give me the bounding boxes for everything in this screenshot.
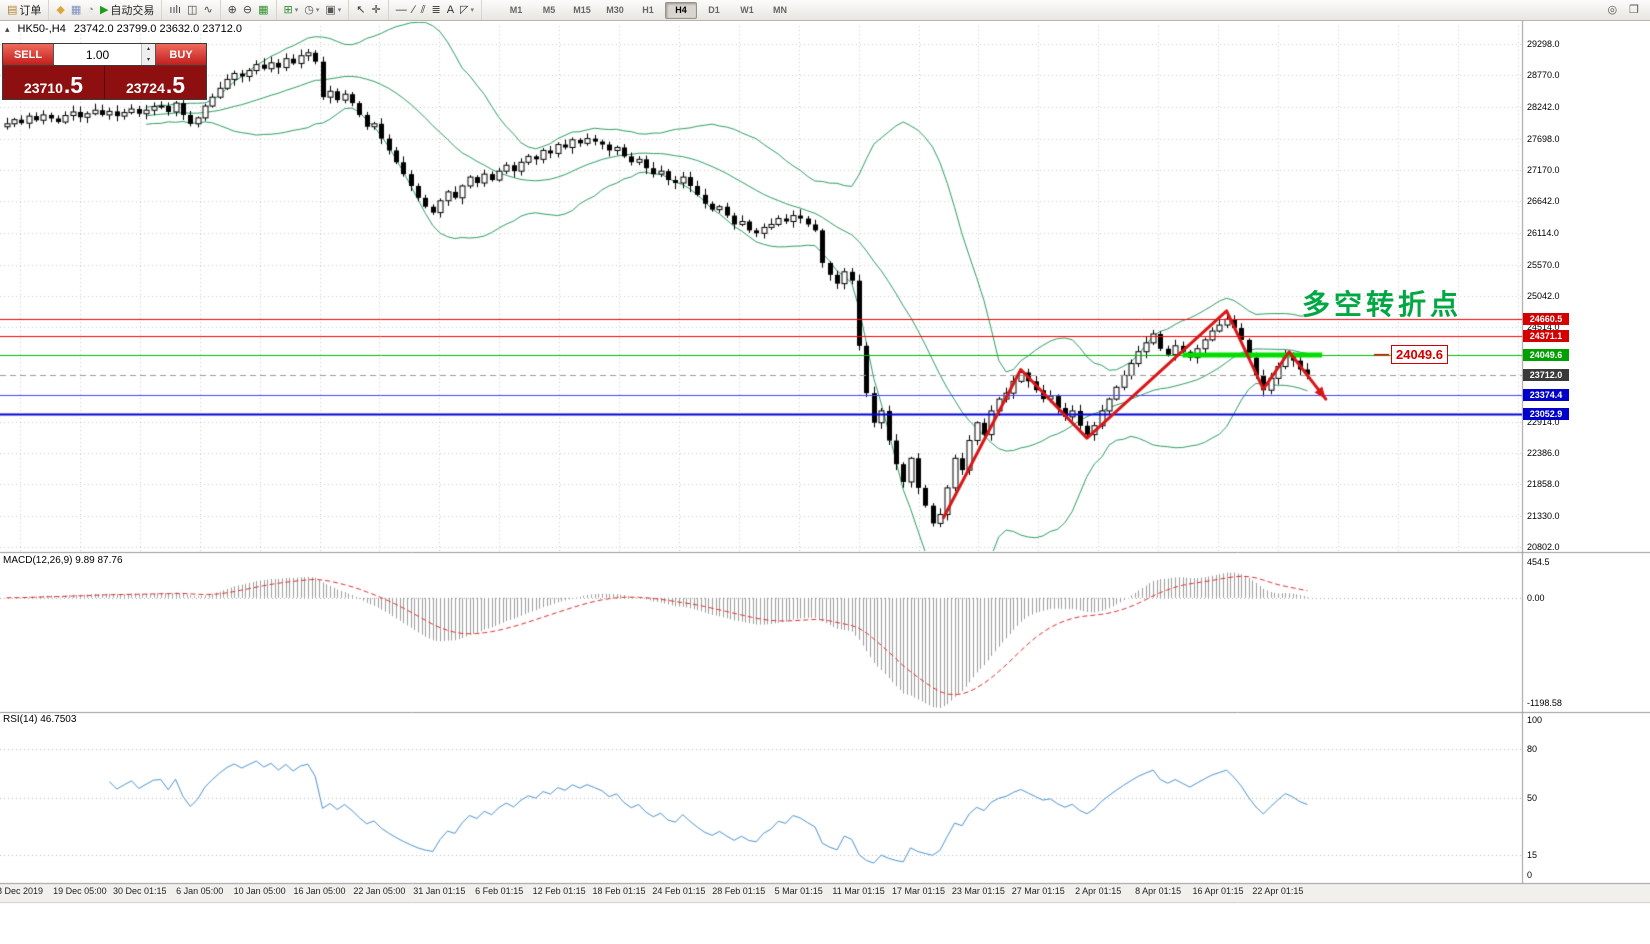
arrow-tools-button[interactable]: ◸ ▾: [457, 1, 477, 19]
horizontal-line-icon: ―: [395, 4, 407, 16]
text-button[interactable]: A: [444, 1, 457, 19]
period-clock-icon: ◷: [304, 4, 314, 16]
symbol-ohlc: 23742.0 23799.0 23632.0 23712.0: [73, 23, 243, 35]
buy-price-int: 23724: [125, 79, 165, 96]
equidistant-channel-button[interactable]: ⫽: [418, 1, 429, 19]
trendline-icon: ∕: [412, 4, 415, 16]
timeframe-d1[interactable]: D1: [708, 4, 720, 15]
gold-chart-icon: ◆: [56, 4, 65, 16]
new-chart-button[interactable]: ⊞ ▾: [281, 1, 302, 19]
search-button[interactable]: ◎: [1605, 1, 1621, 19]
toolbar-group: ― ∕ ⫽ ≣ A ◸ ▾: [389, 0, 483, 20]
gold-chart-button[interactable]: ◆: [53, 1, 67, 19]
volume-up-icon[interactable]: ▴: [142, 44, 155, 55]
toolbar-group: ◆ ▦ ◔ ▶ 自动交易: [49, 0, 163, 20]
market-watch-button[interactable]: ▦: [68, 1, 84, 19]
sell-price-frac: .5: [63, 72, 84, 99]
market-watch-icon: ▦: [70, 4, 82, 16]
template-icon: ▣: [325, 4, 336, 16]
grid-button[interactable]: ▦: [255, 1, 271, 19]
fibonacci-button[interactable]: ≣: [428, 1, 443, 19]
toolbar-group: ↖ ✛: [349, 0, 389, 20]
line-chart-button[interactable]: ∿: [200, 1, 215, 19]
sell-price: 23710 .5: [3, 66, 105, 99]
arrow-tools-caret-icon: ▾: [470, 7, 475, 14]
zoom-out-button[interactable]: ⊖: [240, 1, 255, 19]
timeframe-h1[interactable]: H1: [642, 4, 654, 15]
timeframe-h4[interactable]: H4: [665, 1, 698, 19]
toolbar-group: ⊕ ⊖ ▦: [221, 0, 277, 20]
fibonacci-icon: ≣: [431, 4, 441, 16]
autotrading-icon: ▶: [99, 4, 109, 16]
horizontal-line-button[interactable]: ―: [393, 1, 410, 19]
period-clock-caret-icon: ▾: [315, 7, 320, 14]
bar-chart-icon: ıılı: [169, 4, 182, 16]
new-order-icon: ▤: [7, 4, 18, 16]
candlestick-chart-button[interactable]: ◫: [184, 1, 200, 19]
candlestick-chart-icon: ◫: [187, 4, 198, 16]
line-chart-icon: ∿: [203, 4, 213, 16]
bar-chart-button[interactable]: ıılı: [166, 1, 184, 19]
equidistant-channel-icon: ⫽: [420, 4, 426, 16]
sell-price-int: 23710: [23, 79, 63, 96]
timeframe-m5[interactable]: M5: [542, 4, 556, 15]
text-icon: A: [446, 4, 455, 16]
panel-collapse-icon[interactable]: ▴: [5, 23, 10, 34]
buy-price: 23724 .5: [105, 66, 206, 99]
template-caret-icon: ▾: [337, 7, 342, 14]
volume-down-icon[interactable]: ▾: [142, 54, 155, 65]
sell-button[interactable]: SELL: [3, 44, 53, 65]
timeframe-mn[interactable]: MN: [773, 4, 788, 15]
timeframe-m30[interactable]: M30: [606, 4, 624, 15]
toolbar-groups: ▤ 订单 ◆ ▦ ◔ ▶ 自动交易 ıılı ◫ ∿ ⊕ ⊖ ▦ ⊞ ▾ ◷ ▾ ▣ ▾ ↖ ✛ ― ∕ ⫽ ≣ A ◸ ▾: [0, 0, 483, 20]
navigator-button[interactable]: ◔: [84, 1, 97, 19]
volume-input[interactable]: [54, 44, 141, 65]
price-callout: 24049.6: [1391, 345, 1448, 364]
toolbar: ▤ 订单 ◆ ▦ ◔ ▶ 自动交易 ıılı ◫ ∿ ⊕ ⊖ ▦ ⊞ ▾ ◷ ▾ ▣ ▾ ↖ ✛ ― ∕ ⫽ ≣ A ◸ ▾ M1 M5…: [0, 0, 1650, 21]
toolbar-group: ▤ 订单: [0, 0, 50, 20]
crosshair-button[interactable]: ✛: [369, 1, 384, 19]
volume-spinner[interactable]: ▴ ▾: [141, 44, 155, 65]
cursor-icon: ↖: [356, 4, 366, 16]
zoom-in-icon: ⊕: [227, 4, 237, 16]
toolbar-group: ıılı ◫ ∿: [162, 0, 221, 20]
trendline-button[interactable]: ∕: [410, 1, 418, 19]
grid-icon: ▦: [258, 4, 269, 16]
template-button[interactable]: ▣ ▾: [322, 1, 344, 19]
symbol-title: HK50-,H4: [17, 23, 66, 35]
new-chart-icon: ⊞: [283, 4, 293, 16]
zoom-in-button[interactable]: ⊕: [225, 1, 240, 19]
buy-price-frac: .5: [165, 72, 186, 99]
autotrading-button[interactable]: ▶ 自动交易: [97, 1, 157, 19]
navigator-icon: ◔: [87, 4, 94, 16]
search-icon: ◎: [1607, 4, 1618, 16]
crosshair-icon: ✛: [371, 4, 381, 16]
timeframe-m1[interactable]: M1: [509, 4, 523, 15]
symbol-header: ▴ HK50-,H4 23742.0 23799.0 23632.0 23712…: [5, 23, 242, 35]
rsi-header: RSI(14) 46.7503: [3, 714, 77, 725]
toolbar-group: ⊞ ▾ ◷ ▾ ▣ ▾: [277, 0, 350, 20]
timeframe-w1[interactable]: W1: [740, 4, 754, 15]
buy-button[interactable]: BUY: [156, 44, 206, 65]
arrow-tools-icon: ◸: [460, 4, 469, 16]
zoom-out-icon: ⊖: [242, 4, 253, 16]
period-clock-button[interactable]: ◷ ▾: [301, 1, 322, 19]
timeframe-m15[interactable]: M15: [573, 4, 591, 15]
turning-point-annotation: 多空转折点: [1302, 288, 1463, 321]
volume-box: ▴ ▾: [53, 44, 156, 65]
one-click-trading-panel: SELL ▴ ▾ BUY 23710 .5 23724 .5: [2, 43, 207, 100]
autotrading-label: 自动交易: [110, 5, 155, 17]
new-order-label: 订单: [19, 5, 42, 17]
new-chart-caret-icon: ▾: [294, 7, 299, 14]
toolbar-right: ◎ ❐: [1597, 0, 1650, 20]
window-list-icon: ❐: [1629, 4, 1639, 16]
macd-header: MACD(12,26,9) 9.89 87.76: [3, 555, 123, 566]
window-list-button[interactable]: ❐: [1626, 1, 1642, 19]
timeframe-group: M1 M5 M15 M30 H1 H4 D1 W1 MN: [492, 0, 804, 20]
new-order-button[interactable]: ▤ 订单: [4, 1, 44, 19]
cursor-button[interactable]: ↖: [353, 1, 368, 19]
